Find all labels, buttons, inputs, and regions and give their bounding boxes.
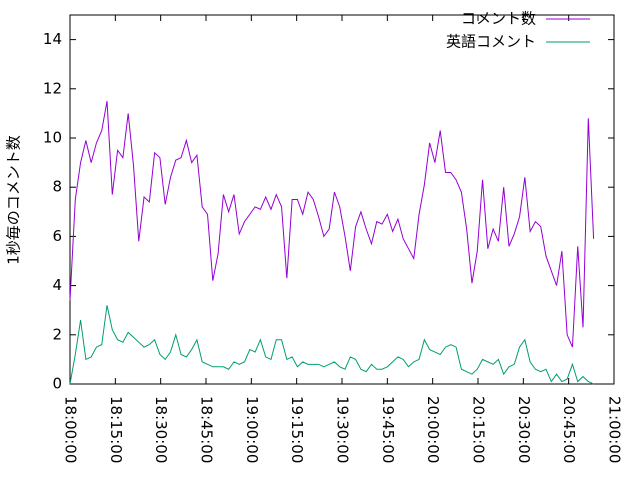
x-tick-label: 21:00:00 [606, 396, 624, 463]
y-tick-label: 4 [52, 276, 62, 294]
x-tick-label: 20:30:00 [515, 396, 533, 463]
y-tick-label: 10 [43, 129, 62, 147]
x-tick-label: 19:00:00 [243, 396, 261, 463]
x-tick-label: 19:15:00 [288, 396, 306, 463]
legend-label: 英語コメント [446, 33, 536, 51]
y-tick-label: 14 [43, 30, 62, 48]
series-line [69, 305, 594, 385]
y-tick-label: 0 [52, 375, 62, 393]
x-tick-label: 18:45:00 [198, 396, 216, 463]
x-tick-label: 19:45:00 [379, 396, 397, 463]
series-line [69, 101, 595, 348]
x-tick-label: 20:15:00 [470, 396, 488, 463]
x-tick-label: 18:00:00 [62, 396, 80, 463]
x-tick-label: 18:30:00 [152, 396, 170, 463]
legend-label: コメント数 [461, 10, 536, 28]
y-tick-label: 6 [52, 227, 62, 245]
y-tick-label: 8 [52, 178, 62, 196]
x-tick-label: 20:45:00 [560, 396, 578, 463]
x-tick-label: 18:15:00 [107, 396, 125, 463]
plot-frame [69, 14, 615, 385]
x-tick-label: 20:00:00 [424, 396, 442, 463]
y-tick-label: 12 [43, 79, 62, 97]
y-tick-label: 2 [52, 325, 62, 343]
y-axis-label: 1秒毎のコメント数 [5, 135, 23, 265]
x-tick-label: 19:30:00 [334, 396, 352, 463]
